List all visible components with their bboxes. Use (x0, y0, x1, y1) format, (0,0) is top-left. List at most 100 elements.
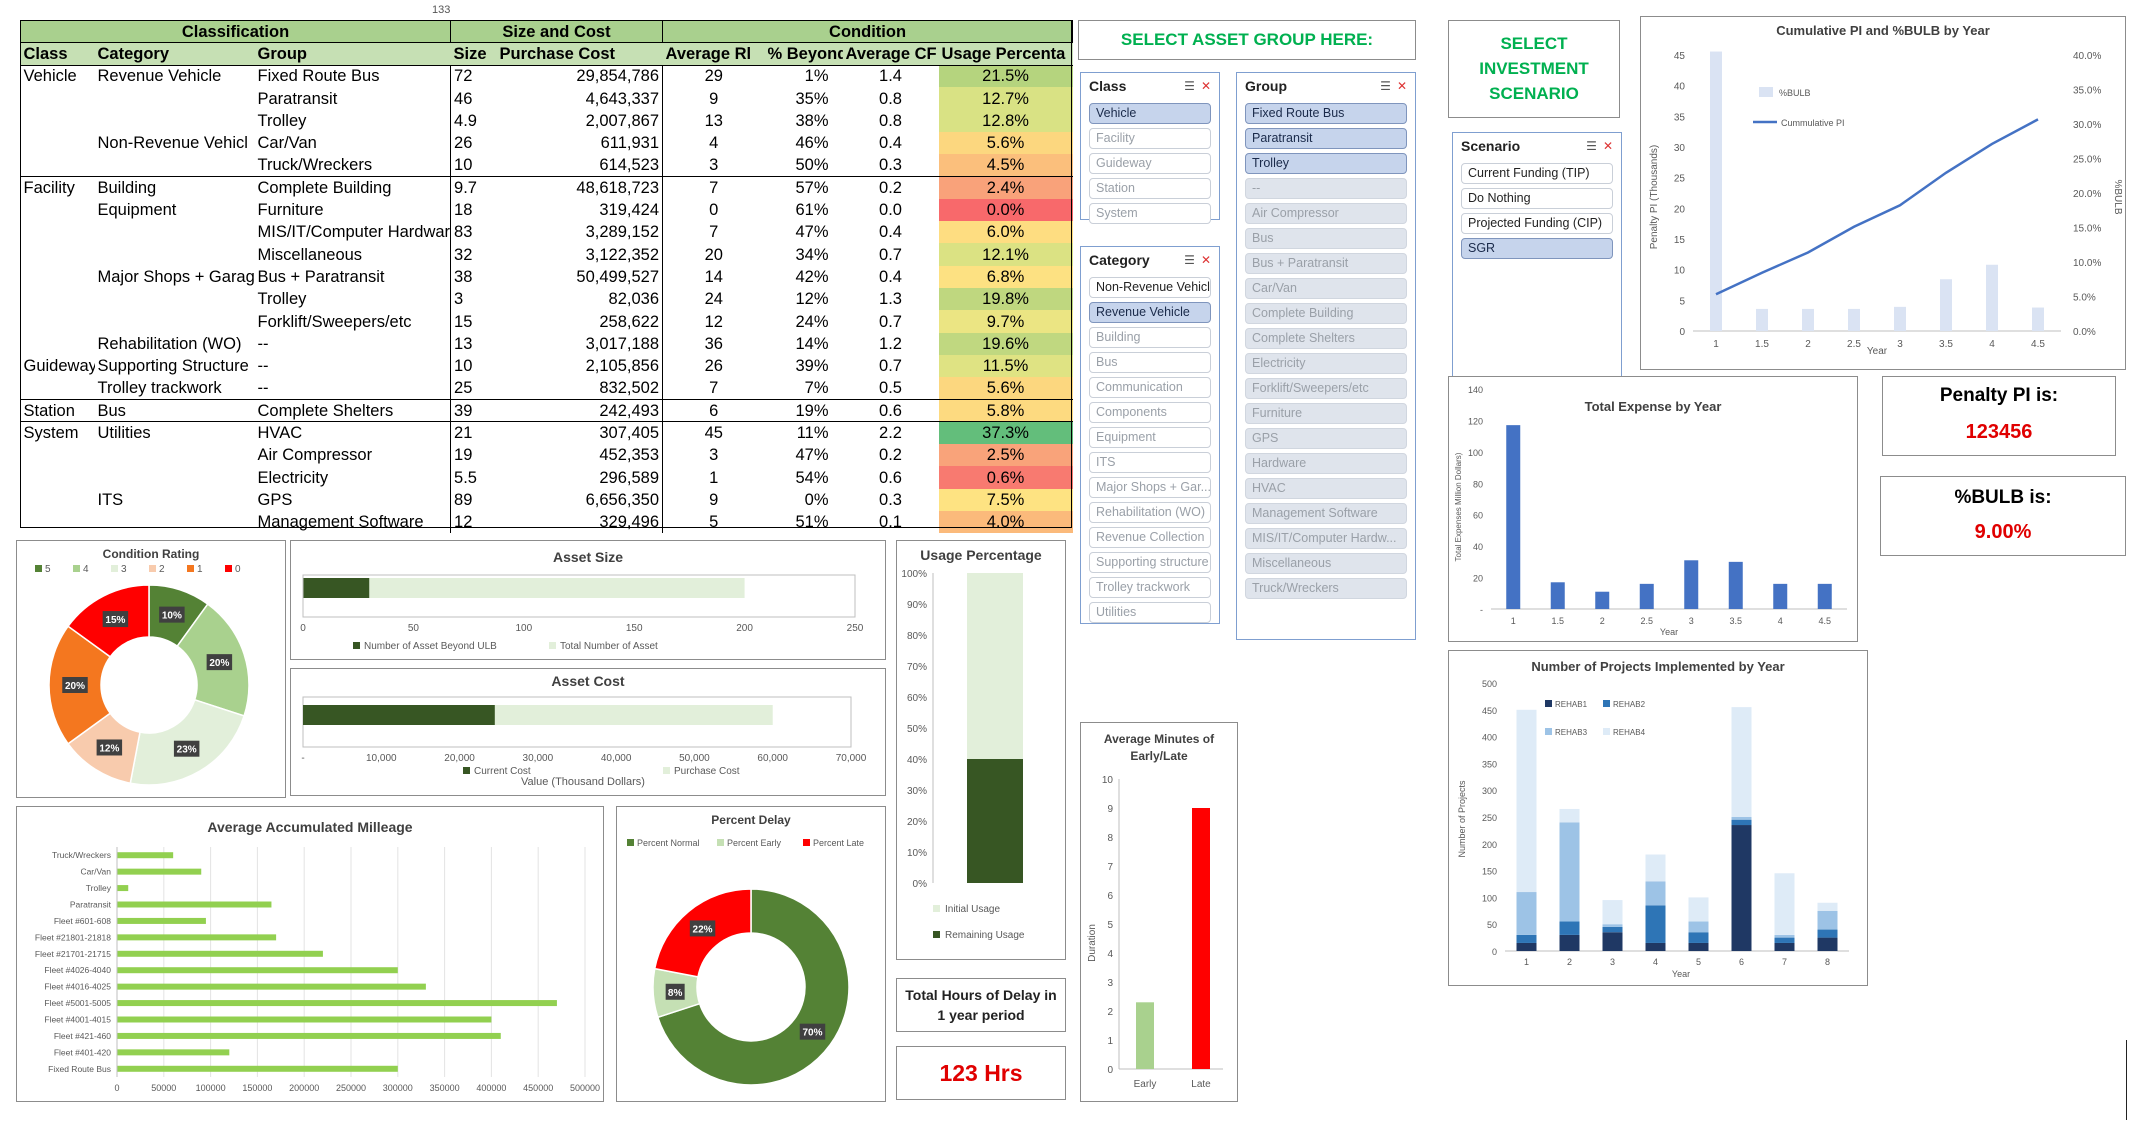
tick-label: 4 (1107, 949, 1113, 960)
group-slicer-item[interactable]: Complete Shelters (1245, 328, 1407, 349)
class-slicer-item[interactable]: System (1089, 203, 1211, 224)
cell-cost: 832,502 (599, 379, 660, 398)
group-slicer-item[interactable]: Truck/Wreckers (1245, 578, 1407, 599)
category-label: Paratransit (70, 900, 112, 910)
column-header[interactable]: Group (254, 42, 451, 66)
clear-filter-icon[interactable]: ✕ (1200, 253, 1211, 267)
column-header[interactable]: Class (20, 42, 95, 66)
percent-delay-data-label: 22% (693, 924, 713, 935)
group-slicer-item[interactable]: Forklift/Sweepers/etc (1245, 378, 1407, 399)
category-slicer-item[interactable]: ITS (1089, 452, 1211, 473)
scenario-slicer-item[interactable]: Do Nothing (1461, 188, 1613, 209)
category-slicer-item[interactable]: Rehabilitation (WO) (1089, 502, 1211, 523)
clear-filter-icon[interactable]: ✕ (1602, 139, 1613, 153)
column-header[interactable]: Category (94, 42, 255, 66)
group-slicer-item[interactable]: Management Software (1245, 503, 1407, 524)
category-slicer-item[interactable]: Revenue Vehicle (1089, 302, 1211, 323)
clear-filter-icon[interactable]: ✕ (1396, 79, 1407, 93)
cell-cat: Trolley trackwork (97, 379, 222, 398)
category-slicer-item[interactable]: Trolley trackwork (1089, 577, 1211, 598)
cell-usage: 12.1% (938, 243, 1073, 266)
cell-usage: 5.6% (938, 377, 1073, 400)
class-slicer-item[interactable]: Station (1089, 178, 1211, 199)
group-slicer-item[interactable]: Hardware (1245, 453, 1407, 474)
multi-select-icon[interactable]: ☰ (1184, 253, 1195, 267)
stacked-bar-rehab4 (1817, 902, 1838, 911)
slicer-icons: ☰ ✕ (1586, 139, 1613, 153)
cell-grp: Forklift/Sweepers/etc (257, 312, 412, 331)
category-slicer-item[interactable]: Bus (1089, 352, 1211, 373)
cell-cls (21, 288, 95, 310)
group-slicer-item[interactable]: Bus (1245, 228, 1407, 249)
column-header[interactable]: Usage Percenta (938, 42, 1073, 66)
legend-swatch (549, 642, 556, 649)
category-slicer-item[interactable]: Revenue Collection (1089, 527, 1211, 548)
group-slicer-item[interactable]: Air Compressor (1245, 203, 1407, 224)
group-slicer-item[interactable]: Miscellaneous (1245, 553, 1407, 574)
tick-label: 30.0% (2073, 120, 2101, 131)
cell-rl: 13 (662, 109, 765, 132)
category-slicer-item[interactable]: Communication (1089, 377, 1211, 398)
multi-select-icon[interactable]: ☰ (1380, 79, 1391, 93)
percent-delay-label-bg (799, 1023, 826, 1040)
scenario-slicer-item[interactable]: Projected Funding (CIP) (1461, 213, 1613, 234)
column-header[interactable]: Size (450, 42, 497, 66)
avg-minutes-title: Average Minutes of Early/Late (1103, 732, 1215, 763)
tick-label: 9 (1107, 804, 1113, 815)
cell-cat: Supporting Structure (97, 357, 249, 376)
tick-label: 30% (907, 786, 927, 797)
group-slicer-item[interactable]: HVAC (1245, 478, 1407, 499)
tick-label: 10,000 (366, 753, 397, 764)
scenario-slicer-item[interactable]: Current Funding (TIP) (1461, 163, 1613, 184)
tick-label: 140 (1468, 385, 1483, 395)
group-slicer-item[interactable]: GPS (1245, 428, 1407, 449)
category-slicer-item[interactable]: Equipment (1089, 427, 1211, 448)
cell-size: 32 (450, 243, 497, 266)
asset-cost-title: Asset Cost (551, 673, 625, 689)
stray-cell-label: 133 (432, 4, 451, 16)
column-header[interactable]: Average Rl (662, 42, 765, 66)
group-slicer-item[interactable]: Bus + Paratransit (1245, 253, 1407, 274)
legend-label: 2 (159, 564, 165, 575)
category-slicer-item[interactable]: Building (1089, 327, 1211, 348)
cell-beyond: 0% (804, 490, 829, 509)
cell-rl: 9 (662, 87, 765, 110)
group-slicer-item[interactable]: Trolley (1245, 153, 1407, 174)
category-slicer-item[interactable]: Non-Revenue Vehicle (1089, 277, 1211, 298)
cell-cat: Equipment (97, 201, 177, 220)
cell-rl: 12 (662, 310, 765, 333)
multi-select-icon[interactable]: ☰ (1184, 79, 1195, 93)
group-slicer-item[interactable]: MIS/IT/Computer Hardw... (1245, 528, 1407, 549)
cell-cat: Non-Revenue Vehicl (97, 134, 248, 153)
percent-delay-label-bg (689, 920, 716, 937)
scenario-slicer-item[interactable]: SGR (1461, 238, 1613, 259)
category-slicer-item[interactable]: Components (1089, 402, 1211, 423)
class-slicer-item[interactable]: Vehicle (1089, 103, 1211, 124)
class-slicer-header: Class ☰ ✕ (1081, 73, 1219, 99)
milleage-bar (117, 934, 277, 941)
cell-rl: 0 (662, 198, 765, 222)
table-row: Facility Building Complete Building 9.7 48,6… (20, 176, 1073, 199)
category-slicer-item[interactable]: Major Shops + Gar... (1089, 477, 1211, 498)
group-slicer-item[interactable]: Paratransit (1245, 128, 1407, 149)
group-slicer-item[interactable]: Furniture (1245, 403, 1407, 424)
column-header[interactable]: Average CF (842, 42, 939, 66)
group-slicer-item[interactable]: Car/Van (1245, 278, 1407, 299)
category-slicer-item[interactable]: Utilities (1089, 602, 1211, 623)
class-slicer-item[interactable]: Facility (1089, 128, 1211, 149)
group-slicer-item[interactable]: Electricity (1245, 353, 1407, 374)
table-row: Trolley trackwork -- 25 832,502 7 7% 0.5 5.6% (21, 377, 1073, 400)
column-header[interactable]: % Beyond U (764, 42, 843, 66)
multi-select-icon[interactable]: ☰ (1586, 139, 1597, 153)
projects-implemented-title: Number of Projects Implemented by Year (1531, 659, 1785, 674)
category-label: 3.5 (1729, 616, 1742, 626)
group-slicer-item[interactable]: -- (1245, 178, 1407, 199)
class-slicer-item[interactable]: Guideway (1089, 153, 1211, 174)
group-slicer-item[interactable]: Complete Building (1245, 303, 1407, 324)
clear-filter-icon[interactable]: ✕ (1200, 79, 1211, 93)
milleage-bar (117, 917, 206, 924)
category-label: Fleet #421-460 (54, 1031, 111, 1041)
group-slicer-item[interactable]: Fixed Route Bus (1245, 103, 1407, 124)
category-slicer-item[interactable]: Supporting structure (1089, 552, 1211, 573)
column-header[interactable]: Purchase Cost (496, 42, 663, 66)
